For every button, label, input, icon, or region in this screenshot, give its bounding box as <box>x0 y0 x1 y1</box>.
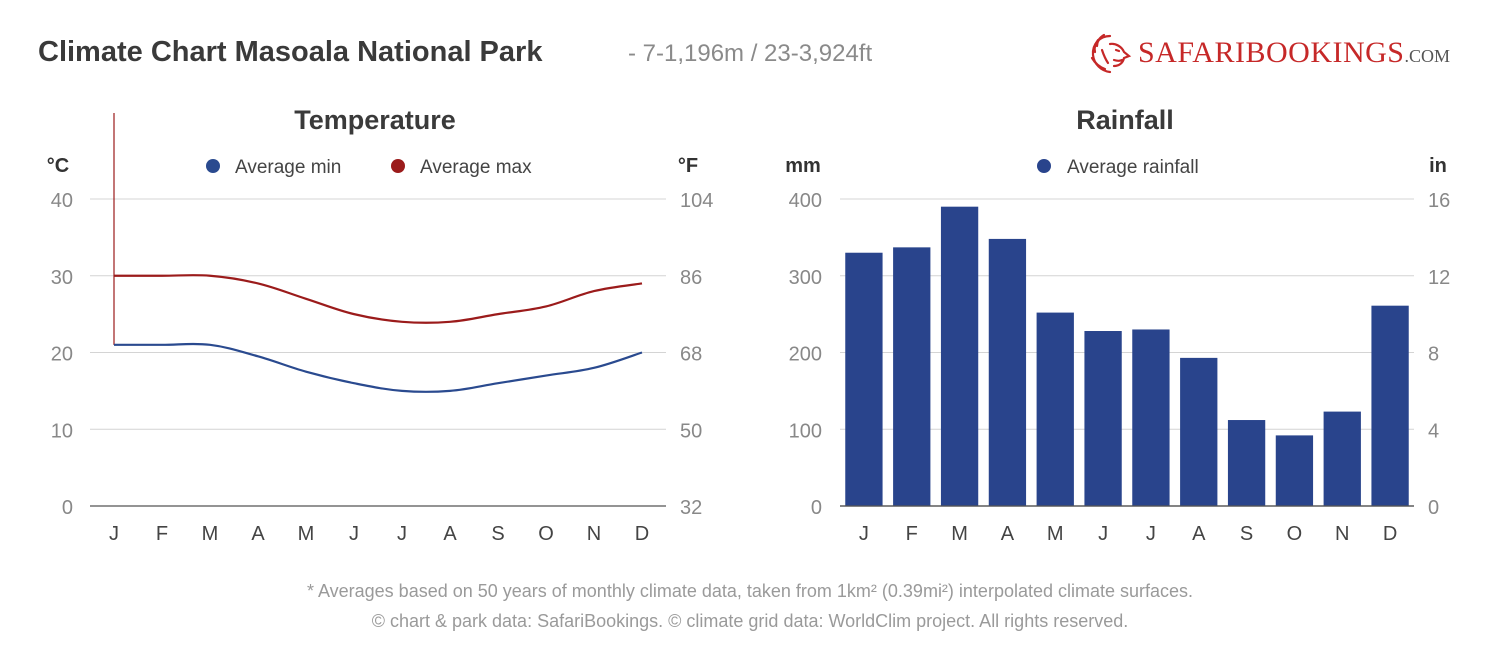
temperature-series-average-max <box>114 274 643 324</box>
logo-brand-part1: Safari <box>1138 36 1246 69</box>
rainfall-bar <box>845 252 883 506</box>
rainfall-right-tick-label: 8 <box>1428 344 1439 366</box>
temperature-legend-marker <box>391 159 405 173</box>
temperature-right-tick-label: 68 <box>680 344 702 366</box>
footer-copyright: © chart & park data: SafariBookings. © c… <box>371 611 1129 631</box>
temperature-x-tick-label: M <box>202 523 219 545</box>
temperature-x-tick-label: D <box>635 523 649 545</box>
temperature-right-axis-unit: °F <box>678 155 698 177</box>
rainfall-x-tick-label: N <box>1335 523 1349 545</box>
rainfall-left-tick-label: 0 <box>811 497 822 519</box>
rainfall-x-tick-label: M <box>1047 523 1064 545</box>
rainfall-left-tick-label: 200 <box>789 344 822 366</box>
temperature-x-tick-label: A <box>443 523 457 545</box>
footer-note: * Averages based on 50 years of monthly … <box>306 581 1194 601</box>
temperature-legend-label: Average min <box>235 157 341 178</box>
rainfall-x-tick-label: O <box>1287 523 1303 545</box>
temperature-x-tick-label: N <box>587 523 601 545</box>
temperature-x-tick-label: O <box>538 523 554 545</box>
rainfall-legend-label: Average rainfall <box>1067 157 1199 178</box>
rainfall-bar <box>1227 420 1266 506</box>
rainfall-bar <box>1275 435 1314 506</box>
temperature-right-tick-label: 32 <box>680 497 702 519</box>
temperature-left-tick-label: 40 <box>51 190 73 212</box>
rainfall-x-tick-label: A <box>1192 523 1206 545</box>
rainfall-right-axis-unit: in <box>1429 155 1447 177</box>
rainfall-bar <box>1180 357 1218 506</box>
rainfall-right-tick-label: 16 <box>1428 190 1450 212</box>
rainfall-bar <box>1371 305 1409 506</box>
temperature-left-tick-label: 0 <box>62 497 73 519</box>
rainfall-bar <box>893 247 931 507</box>
temperature-left-tick-label: 30 <box>51 267 73 289</box>
rainfall-left-tick-label: 400 <box>789 190 822 212</box>
logo-wordmark: SafariBookings.com <box>1138 36 1450 70</box>
temperature-x-tick-label: J <box>397 523 407 545</box>
temperature-left-axis-unit: °C <box>47 155 69 177</box>
rainfall-chart-title: Rainfall <box>1076 105 1174 135</box>
temperature-legend-marker <box>206 159 220 173</box>
rainfall-right-tick-label: 12 <box>1428 267 1450 289</box>
logo-brand-part2: Bookings <box>1245 36 1405 69</box>
rainfall-bar <box>1084 331 1122 506</box>
rainfall-legend-marker <box>1037 159 1051 173</box>
rainfall-right-tick-label: 0 <box>1428 497 1439 519</box>
rainfall-bar <box>940 206 979 507</box>
temperature-series-average-min <box>113 342 643 394</box>
page-title: Climate Chart Masoala National Park <box>38 36 543 68</box>
temperature-x-tick-label: F <box>156 523 168 545</box>
rainfall-bar <box>988 238 1027 506</box>
temperature-chart-title: Temperature <box>294 105 456 135</box>
rainfall-bar <box>1036 312 1074 506</box>
rainfall-x-tick-label: M <box>951 523 968 545</box>
header: Climate Chart Masoala National Park - 7-… <box>0 0 1500 100</box>
page-subtitle: - 7-1,196m / 23-3,924ft <box>628 40 873 67</box>
temperature-x-tick-label: A <box>251 523 265 545</box>
rainfall-x-tick-label: J <box>1146 523 1156 545</box>
temperature-x-tick-label: S <box>491 523 504 545</box>
temperature-x-tick-label: J <box>109 523 119 545</box>
lion-head-icon <box>1090 33 1132 74</box>
rainfall-x-tick-label: A <box>1001 523 1015 545</box>
rainfall-x-tick-label: S <box>1240 523 1253 545</box>
rainfall-x-tick-label: D <box>1383 523 1397 545</box>
rainfall-x-tick-label: F <box>906 523 918 545</box>
rainfall-left-axis-unit: mm <box>785 155 821 177</box>
rainfall-x-tick-label: J <box>859 523 869 545</box>
rainfall-x-tick-label: J <box>1098 523 1108 545</box>
temperature-x-tick-label: M <box>298 523 315 545</box>
rainfall-bar <box>1323 411 1361 506</box>
temperature-right-tick-label: 50 <box>680 420 702 442</box>
rainfall-right-tick-label: 4 <box>1428 420 1439 442</box>
temperature-legend-label: Average max <box>420 157 532 178</box>
temperature-x-tick-label: J <box>349 523 359 545</box>
temperature-right-tick-label: 86 <box>680 267 702 289</box>
temperature-left-tick-label: 10 <box>51 420 73 442</box>
temperature-right-tick-label: 104 <box>680 190 713 212</box>
rainfall-left-tick-label: 100 <box>789 420 822 442</box>
temperature-left-tick-label: 20 <box>51 344 73 366</box>
logo-domain: .com <box>1404 46 1451 66</box>
rainfall-left-tick-label: 300 <box>789 267 822 289</box>
safaribookings-logo[interactable]: SafariBookings.com <box>1086 30 1466 80</box>
rainfall-bar <box>1132 329 1170 506</box>
